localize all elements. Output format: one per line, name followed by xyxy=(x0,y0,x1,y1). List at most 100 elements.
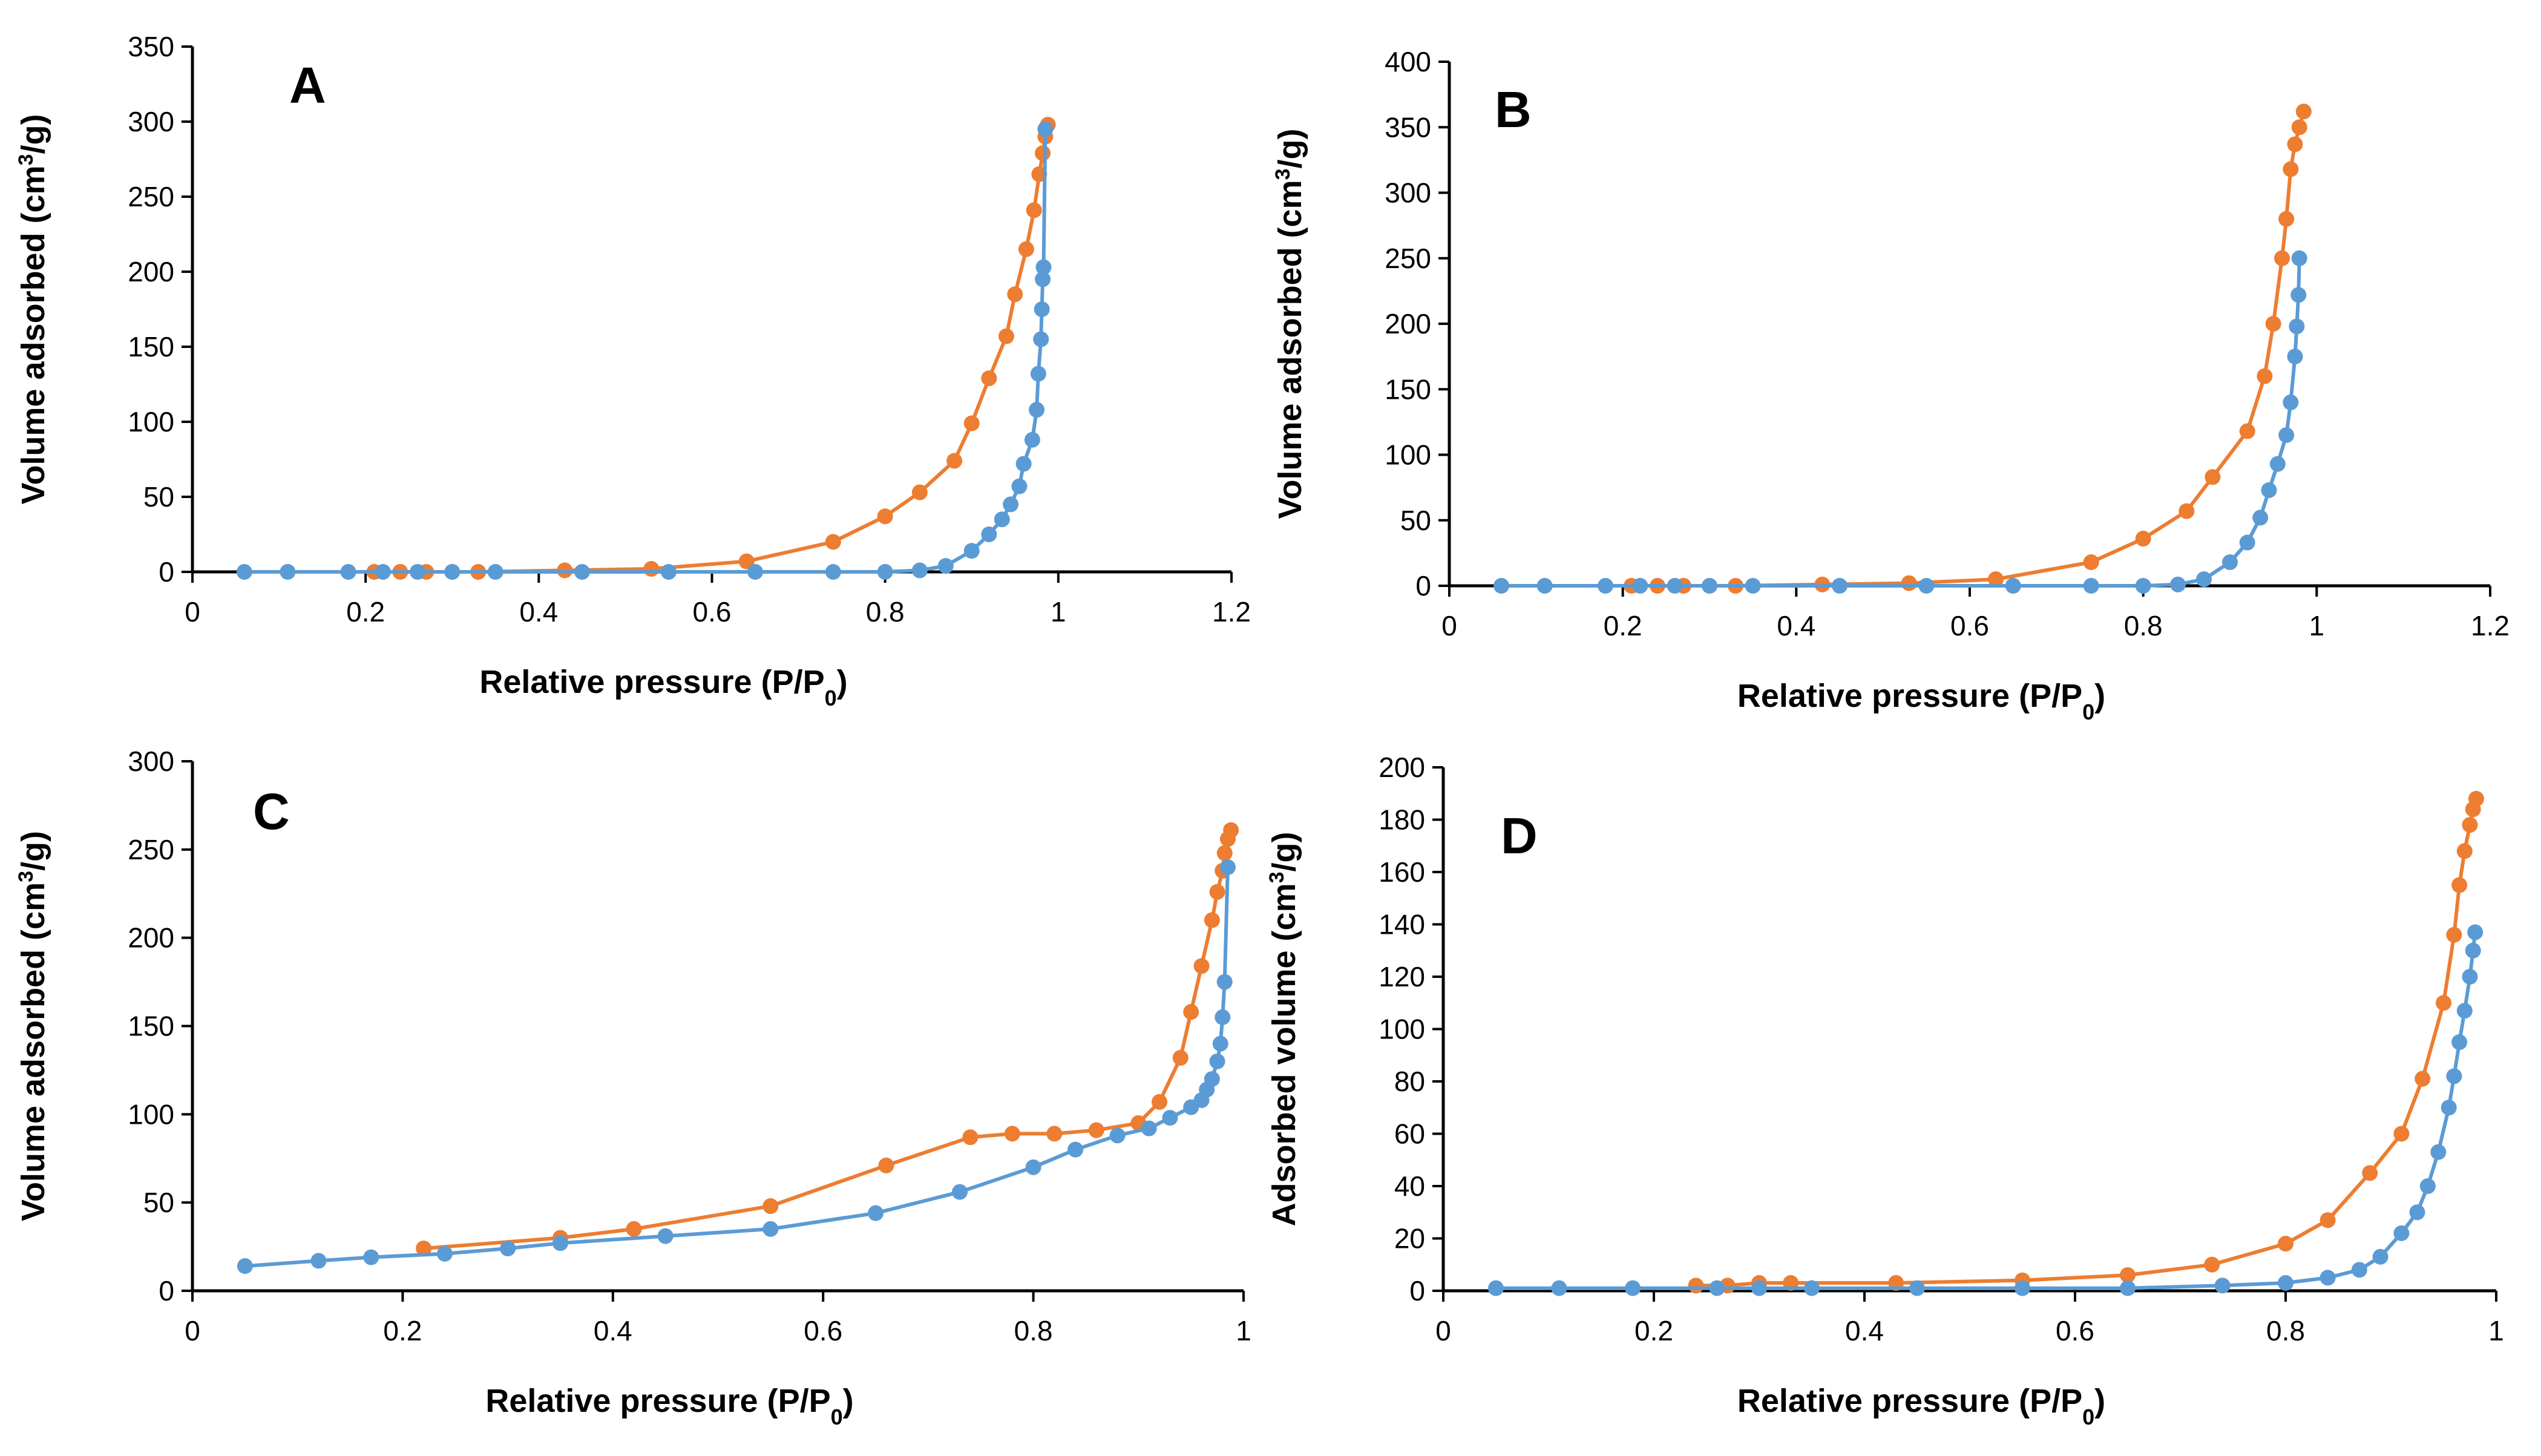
data-point xyxy=(2257,368,2273,384)
data-point xyxy=(2287,136,2303,152)
data-point xyxy=(2283,394,2299,410)
data-point xyxy=(1751,1280,1767,1296)
data-point xyxy=(436,1245,453,1262)
data-point xyxy=(1035,259,1052,275)
y-tick-label: 150 xyxy=(1385,373,1431,405)
data-point xyxy=(1018,241,1034,257)
data-point xyxy=(2415,1071,2431,1087)
data-point xyxy=(2170,576,2186,592)
data-point xyxy=(2456,1003,2473,1019)
data-point xyxy=(981,526,997,542)
data-point xyxy=(981,370,997,387)
data-point xyxy=(2320,1212,2336,1228)
data-point xyxy=(2456,843,2473,859)
y-axis-label: Volume adsorbed (cm3/g) xyxy=(1271,128,1308,519)
data-point xyxy=(1212,1035,1228,1052)
x-tick-label: 0.8 xyxy=(2266,1315,2305,1346)
data-point xyxy=(2462,969,2478,985)
data-point xyxy=(2468,790,2484,807)
data-point xyxy=(500,1241,516,1256)
series-line xyxy=(1496,932,2477,1290)
data-point xyxy=(1598,578,1613,594)
y-tick-label: 100 xyxy=(1379,1014,1425,1045)
data-point xyxy=(2222,554,2238,571)
data-point xyxy=(2278,427,2295,444)
data-point xyxy=(2204,1256,2220,1273)
data-point xyxy=(2196,571,2212,588)
data-point xyxy=(1152,1094,1168,1110)
data-point xyxy=(2446,1068,2462,1084)
data-point xyxy=(1088,1122,1104,1138)
data-point xyxy=(1804,1280,1820,1296)
data-point xyxy=(877,564,893,580)
data-point xyxy=(2290,287,2307,303)
data-point xyxy=(1037,121,1054,137)
data-point xyxy=(2295,103,2312,120)
y-tick-label: 80 xyxy=(1394,1066,1425,1097)
x-tick-label: 0.6 xyxy=(1950,610,1989,641)
data-point xyxy=(375,564,391,580)
data-point xyxy=(2278,211,2295,227)
data-point xyxy=(2393,1126,2410,1142)
data-point xyxy=(1035,271,1051,287)
data-point xyxy=(1918,578,1935,594)
y-tick-label: 400 xyxy=(1385,46,1431,77)
data-point xyxy=(2283,161,2299,177)
data-point xyxy=(1035,145,1051,162)
data-point xyxy=(1067,1141,1084,1158)
series-line xyxy=(423,829,1233,1250)
data-point xyxy=(2320,1270,2336,1286)
x-axis-label: Relative pressure (P/P0) xyxy=(485,1383,853,1429)
data-point xyxy=(762,1198,779,1214)
data-point xyxy=(1216,845,1233,861)
data-point xyxy=(2278,1236,2293,1252)
x-tick-label: 0.2 xyxy=(1604,610,1642,641)
chart-panel-b: 0 50 100 150 200 250 300 350 400 0 0.2 0.4 0.6 0.8 1 1.… xyxy=(1271,46,2510,724)
data-point xyxy=(963,543,980,559)
x-tick-label: 0.2 xyxy=(383,1315,422,1346)
data-point xyxy=(1183,1004,1199,1020)
series-desorption xyxy=(1624,103,2312,594)
data-point xyxy=(1141,1120,1157,1136)
y-tick-label: 300 xyxy=(1385,177,1431,209)
data-point xyxy=(1702,578,1717,594)
data-point xyxy=(963,415,980,431)
data-point xyxy=(2179,503,2195,519)
data-point xyxy=(1025,1159,1041,1175)
x-tick-label: 1 xyxy=(2309,610,2325,641)
series-desorption xyxy=(1688,790,2484,1294)
data-point xyxy=(2205,469,2221,485)
data-point xyxy=(2291,119,2307,136)
data-point xyxy=(1709,1280,1725,1296)
y-tick-label: 200 xyxy=(1385,308,1431,339)
data-point xyxy=(2083,554,2099,571)
x-tick-label: 0 xyxy=(1441,610,1457,641)
data-point xyxy=(1046,1126,1063,1142)
x-tick-label: 0.2 xyxy=(1634,1315,1673,1346)
data-point xyxy=(2269,456,2286,472)
data-point xyxy=(878,1157,894,1173)
data-point xyxy=(1688,1277,1704,1294)
data-point xyxy=(2120,1267,2136,1284)
data-point xyxy=(868,1205,884,1221)
data-point xyxy=(2441,1100,2457,1116)
data-point xyxy=(574,564,590,580)
data-point xyxy=(738,553,755,569)
data-point xyxy=(1026,202,1042,218)
data-point xyxy=(911,484,928,500)
data-point xyxy=(2291,250,2307,266)
data-point xyxy=(2393,1225,2410,1241)
x-tick-label: 0.4 xyxy=(594,1315,632,1346)
data-point xyxy=(1745,578,1761,594)
y-tick-label: 250 xyxy=(128,834,174,865)
data-point xyxy=(340,564,356,580)
data-point xyxy=(657,1228,674,1244)
data-point xyxy=(280,564,296,580)
data-point xyxy=(643,561,660,577)
x-axis-label: Relative pressure (P/P0) xyxy=(479,664,847,710)
series-line xyxy=(244,129,1048,574)
data-point xyxy=(1204,912,1220,928)
data-point xyxy=(2083,578,2099,594)
x-tick-label: 0.4 xyxy=(1777,610,1815,641)
y-tick-label: 100 xyxy=(128,1098,174,1130)
